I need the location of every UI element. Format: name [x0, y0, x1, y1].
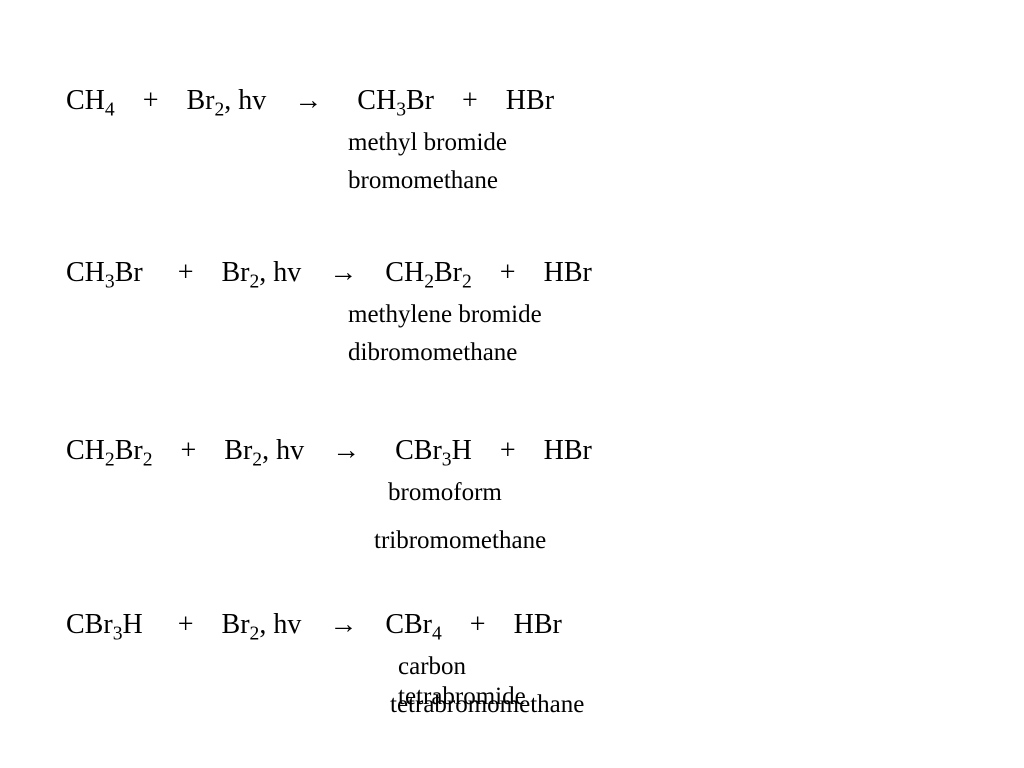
reaction-block-4: CBr3H + Br2, hv → CBr4 + HBr carbon tetr… — [66, 608, 562, 642]
reaction-block-1: CH4 + Br2, hv → CH3Br + HBr methyl bromi… — [66, 84, 554, 118]
product: CBr3H — [395, 435, 472, 466]
reagent: Br2, hv — [224, 435, 304, 466]
product: CH3Br — [357, 85, 434, 116]
equation-1: CH4 + Br2, hv → CH3Br + HBr — [66, 84, 554, 118]
reactant: CH3Br — [66, 257, 143, 288]
product-iupac-name-2: dibromomethane — [348, 338, 517, 368]
reactant: CH4 — [66, 85, 115, 116]
product-iupac-name-3: tribromomethane — [374, 526, 546, 556]
reagent: Br2, hv — [222, 609, 302, 640]
equation-4: CBr3H + Br2, hv → CBr4 + HBr — [66, 608, 562, 642]
arrow-icon: → — [329, 257, 357, 288]
product-common-name-3: bromoform — [388, 478, 502, 508]
reaction-block-3: CH2Br2 + Br2, hv → CBr3H + HBr bromoform… — [66, 434, 592, 468]
reactant: CH2Br2 — [66, 435, 153, 466]
equation-3: CH2Br2 + Br2, hv → CBr3H + HBr — [66, 434, 592, 468]
arrow-icon: → — [294, 85, 322, 116]
reagent: Br2, hv — [187, 85, 267, 116]
product-common-name-2: methylene bromide — [348, 300, 542, 330]
product: CH2Br2 — [385, 257, 472, 288]
byproduct: HBr — [514, 609, 562, 640]
reagent: Br2, hv — [222, 257, 302, 288]
product-iupac-name-1: bromomethane — [348, 166, 498, 196]
byproduct: HBr — [506, 85, 554, 116]
arrow-icon: → — [329, 609, 357, 640]
product-iupac-name-4: tetrabromomethane — [390, 690, 584, 720]
equation-2: CH3Br + Br2, hv → CH2Br2 + HBr — [66, 256, 592, 290]
product-common-name-1: methyl bromide — [348, 128, 507, 158]
reaction-block-2: CH3Br + Br2, hv → CH2Br2 + HBr methylene… — [66, 256, 592, 290]
byproduct: HBr — [544, 435, 592, 466]
byproduct: HBr — [544, 257, 592, 288]
slide: CH4 + Br2, hv → CH3Br + HBr methyl bromi… — [0, 0, 1024, 768]
reactant: CBr3H — [66, 609, 143, 640]
arrow-icon: → — [332, 435, 360, 466]
product: CBr4 — [385, 609, 441, 640]
